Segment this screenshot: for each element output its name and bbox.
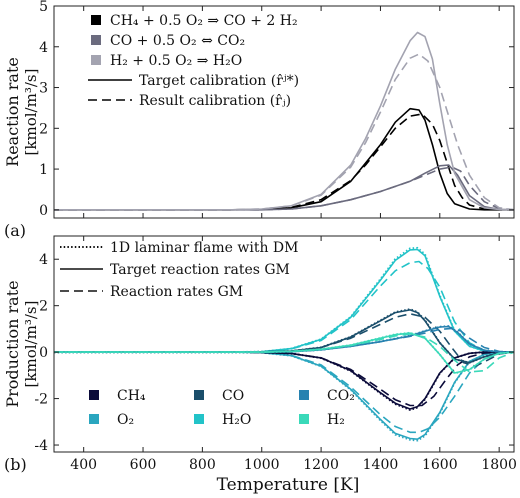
series-line-o-dm xyxy=(54,351,514,442)
species-label-co: CO xyxy=(222,388,244,404)
series-line-h-result xyxy=(54,333,514,373)
series-line-ch-result xyxy=(54,351,514,407)
y-tick-label: 4 xyxy=(39,252,48,268)
species-label-h: H₂ xyxy=(327,412,345,428)
series-line-co-result xyxy=(54,312,514,367)
legend: CH₄ + 0.5 O₂ ⇒ CO + 2 H₂ CO + 0.5 O₂ ⇔ CO… xyxy=(88,13,299,109)
species-swatch-co xyxy=(299,390,309,400)
panel-a-reaction-rate: 0 1 2 3 4 5 Reaction rate [kmol/m³/s] (a) CH₄ + 0… xyxy=(3,0,515,240)
legend-label-4: Target calibration (r̂ʲ*) xyxy=(139,73,299,89)
legend-swatch-1 xyxy=(91,15,101,25)
x-tick-label: 400 xyxy=(70,457,97,473)
species-legend: CH₄ CO CO₂ O₂ H₂O H₂ xyxy=(89,388,355,428)
plot-frame xyxy=(53,235,515,453)
x-axis-label: Temperature [K] xyxy=(217,475,360,495)
plot-frame xyxy=(53,5,515,219)
series-group xyxy=(54,246,514,442)
legend-label-2: CO + 0.5 O₂ ⇔ CO₂ xyxy=(110,33,245,49)
x-tick-label: 600 xyxy=(130,457,157,473)
series-line-h-o-dm xyxy=(54,246,514,354)
legend-swatch-2 xyxy=(91,35,101,45)
y-tick-label: 3 xyxy=(39,81,48,97)
species-swatch-h xyxy=(299,414,309,424)
series-group xyxy=(54,31,514,211)
series-line-ch-dm xyxy=(54,351,514,411)
species-swatch-h-o xyxy=(194,414,204,424)
y-tick-label: 0 xyxy=(39,345,48,361)
y-tick-label: 2 xyxy=(39,121,48,137)
legend-swatch-3 xyxy=(91,55,101,65)
line-legend-label-dotted: 1D laminar flame with DM xyxy=(110,240,298,256)
y-tick-label: -4 xyxy=(34,438,48,454)
x-tick-label: 1600 xyxy=(422,457,458,473)
x-tick-label: 1800 xyxy=(481,457,517,473)
y-axis-label: Reaction rate xyxy=(3,57,22,167)
y-tick-label: 2 xyxy=(39,299,48,315)
y-axis-label-units: [kmol/m³/s] xyxy=(22,69,40,156)
series-line-h-o-result xyxy=(54,260,514,353)
x-tick-label: 1000 xyxy=(244,457,280,473)
species-label-h-o: H₂O xyxy=(222,412,251,428)
legend-label-3: H₂ + 0.5 O₂ ⇒ H₂O xyxy=(110,53,242,69)
legend-label-5: Result calibration (r̂ⱼ) xyxy=(139,93,291,109)
panel-label: (b) xyxy=(4,455,27,474)
species-swatch-co xyxy=(194,390,204,400)
y-tick-label: 0 xyxy=(39,203,48,219)
x-tick-label: 800 xyxy=(189,457,216,473)
series-line-o-result xyxy=(54,351,514,434)
y-tick-label: 5 xyxy=(39,0,48,15)
line-legend-label-dashed: Reaction rates GM xyxy=(110,284,243,300)
panel-b-production-rate: 400 600 800 1000 1200 1400 1600 1800 -4 -2 0 2 4 Prod… xyxy=(3,235,517,474)
x-tick-label: 1400 xyxy=(363,457,399,473)
series-line-co-result xyxy=(54,327,514,353)
x-tick-label: 1200 xyxy=(303,457,339,473)
y-tick-label: 4 xyxy=(39,40,48,56)
y-axis-label: Production rate xyxy=(3,280,22,407)
series-line-co-0-5-o-co-target xyxy=(54,164,514,211)
legend-label-1: CH₄ + 0.5 O₂ ⇒ CO + 2 H₂ xyxy=(110,13,298,29)
y-axis-label-units: [kmol/m³/s] xyxy=(22,301,40,388)
species-label-ch: CH₄ xyxy=(117,388,146,404)
species-swatch-o xyxy=(89,414,99,424)
panel-label: (a) xyxy=(4,221,26,240)
species-swatch-ch xyxy=(89,390,99,400)
series-line-h-0-5-o-h-o-result xyxy=(54,53,514,211)
y-tick-label: 1 xyxy=(39,162,48,178)
species-label-co: CO₂ xyxy=(327,388,355,404)
species-label-o: O₂ xyxy=(117,412,134,428)
series-line-ch-0-5-o-co-2-h-target xyxy=(54,107,514,211)
y-tick-label: -2 xyxy=(34,392,48,408)
series-line-ch-0-5-o-co-2-h-result xyxy=(54,113,514,211)
line-legend-label-solid: Target reaction rates GM xyxy=(110,262,290,278)
line-style-legend: 1D laminar flame with DM Target reaction … xyxy=(60,240,298,300)
